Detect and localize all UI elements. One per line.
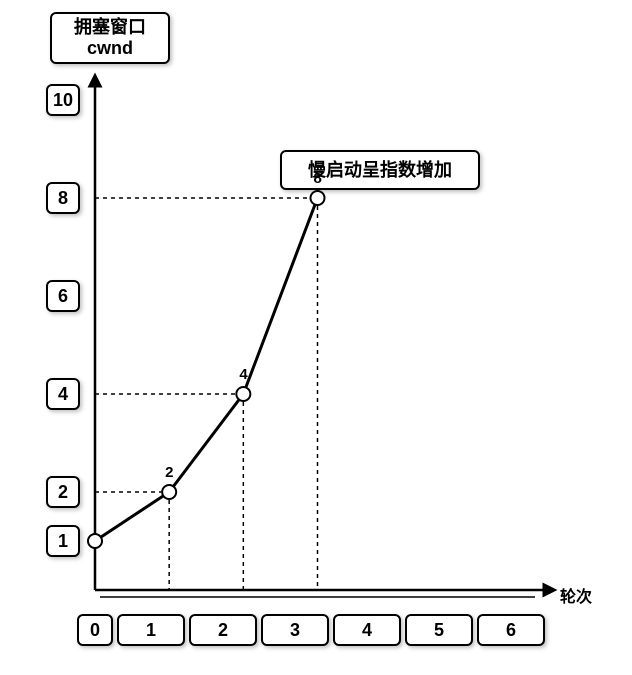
data-marker-3 [311,191,325,205]
xtick-label: 0 [90,620,100,641]
data-marker-2 [236,387,250,401]
xtick-label: 1 [146,620,156,641]
xtick-label: 5 [434,620,444,641]
xtick-box-2: 2 [189,614,257,646]
xtick-label: 4 [362,620,372,641]
xtick-label: 6 [506,620,516,641]
ytick-box-10: 10 [46,84,80,116]
point-label-2: 4 [239,366,247,383]
xtick-label: 3 [290,620,300,641]
ytick-box-2: 2 [46,476,80,508]
point-label-3: 8 [314,170,322,187]
xtick-label: 2 [218,620,228,641]
ytick-box-1: 1 [46,525,80,557]
xtick-box-5: 5 [405,614,473,646]
xtick-box-3: 3 [261,614,329,646]
data-marker-1 [162,485,176,499]
plot-svg [0,0,632,675]
ytick-label: 8 [58,188,68,209]
xtick-box-0: 0 [77,614,113,646]
ytick-label: 2 [58,482,68,503]
data-line [95,198,318,541]
ytick-label: 4 [58,384,68,405]
ytick-box-4: 4 [46,378,80,410]
ytick-label: 1 [58,531,68,552]
ytick-box-8: 8 [46,182,80,214]
ytick-box-6: 6 [46,280,80,312]
xtick-box-4: 4 [333,614,401,646]
ytick-label: 10 [53,90,73,111]
xtick-box-1: 1 [117,614,185,646]
xtick-box-6: 6 [477,614,545,646]
point-label-1: 2 [165,464,173,481]
ytick-label: 6 [58,286,68,307]
data-marker-0 [88,534,102,548]
